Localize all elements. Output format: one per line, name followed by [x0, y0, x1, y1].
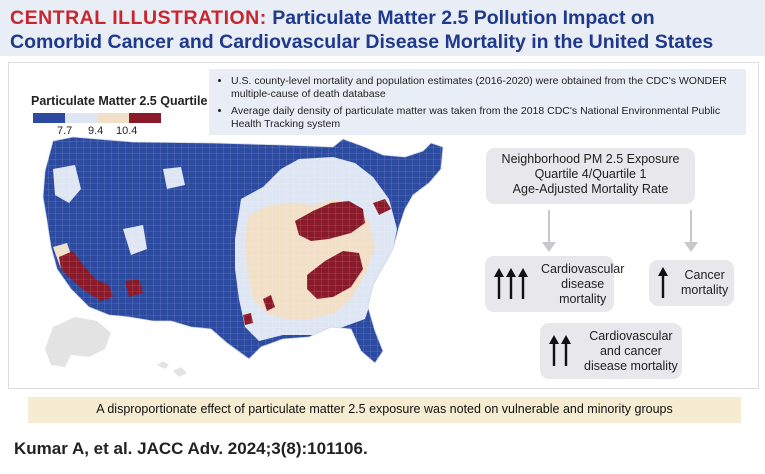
exposure-line-3: Age-Adjusted Mortality Rate — [512, 182, 669, 196]
footer-text: A disproportionate effect of particulate… — [96, 402, 673, 416]
cv-line-3: mortality — [559, 291, 607, 306]
title-banner: CENTRAL ILLUSTRATION: Particulate Matter… — [0, 0, 765, 56]
legend-tick-3: 10.4 — [116, 125, 138, 137]
content-panel: Particulate Matter 2.5 Quartile 7.7 9.4 … — [8, 62, 759, 389]
arrow-up-icon — [649, 266, 681, 300]
hawaii-shape — [157, 361, 187, 377]
legend-color-bar — [33, 113, 161, 123]
alaska-shape — [45, 317, 111, 367]
legend-tick-1: 7.7 — [57, 125, 73, 137]
combined-line-1: Cardiovascular — [589, 328, 673, 343]
page-title: CENTRAL ILLUSTRATION: Particulate Matter… — [10, 6, 760, 54]
legend-title: Particulate Matter 2.5 Quartile — [31, 94, 208, 108]
methods-box: U.S. county-level mortality and populati… — [209, 69, 746, 135]
exposure-box: Neighborhood PM 2.5 Exposure Quartile 4/… — [486, 148, 695, 204]
cv-line-1: Cardiovascular — [541, 261, 625, 276]
methods-bullet-2: Average daily density of particulate mat… — [231, 105, 746, 131]
cv-line-2: disease — [561, 276, 605, 291]
title-line-1: Particulate Matter 2.5 Pollution Impact … — [272, 7, 655, 29]
legend-swatch-q2 — [65, 113, 97, 123]
arrows-up-icon-triple — [485, 267, 541, 301]
exposure-line-2: Quartile 4/Quartile 1 — [534, 167, 647, 181]
title-lead: CENTRAL ILLUSTRATION: — [10, 7, 267, 29]
arrows-up-icon-double — [540, 334, 584, 368]
legend-swatch-q3 — [97, 113, 129, 123]
connector-arrows — [542, 210, 698, 252]
cardiovascular-outcome-box: Cardiovascular disease mortality — [485, 256, 624, 312]
legend-tick-2: 9.4 — [88, 125, 104, 137]
footer-band: A disproportionate effect of particulate… — [28, 397, 741, 423]
methods-bullet-1: U.S. county-level mortality and populati… — [231, 75, 746, 101]
exposure-line-1: Neighborhood PM 2.5 Exposure — [501, 152, 680, 166]
combined-line-3: disease mortality — [584, 358, 678, 373]
us-county-map — [42, 136, 444, 377]
citation: Kumar A, et al. JACC Adv. 2024;3(8):1011… — [14, 439, 368, 458]
cancer-outcome-box: Cancer mortality — [649, 260, 734, 306]
combined-outcome-box: Cardiovascular and cancer disease mortal… — [540, 323, 682, 379]
legend-swatch-q1 — [33, 113, 65, 123]
legend-ticks: 7.7 9.4 10.4 — [33, 125, 169, 139]
legend-swatch-q4 — [129, 113, 161, 123]
combined-line-2: and cancer — [599, 343, 662, 358]
cancer-line-2: mortality — [681, 283, 729, 297]
title-line-2: Comorbid Cancer and Cardiovascular Disea… — [10, 31, 714, 53]
cancer-line-1: Cancer — [684, 268, 725, 282]
